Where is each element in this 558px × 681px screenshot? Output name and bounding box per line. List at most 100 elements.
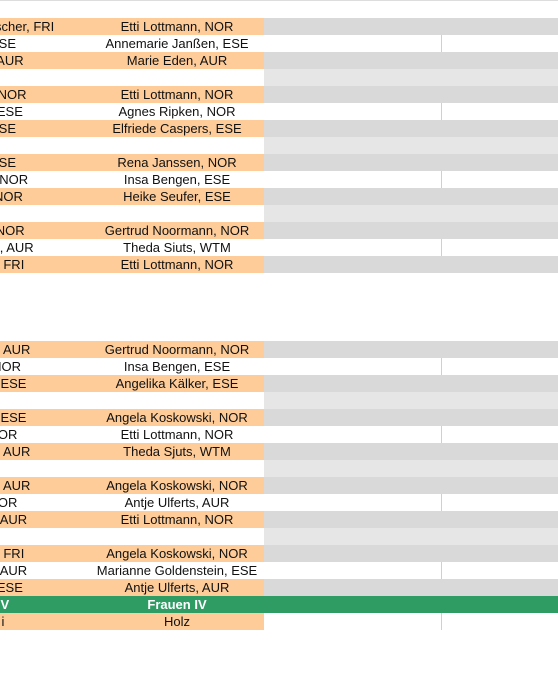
- cell: Angela Koskowski, NOR: [90, 477, 264, 494]
- cell: Elfriede Caspers, ESE: [90, 120, 264, 137]
- empty-cells: [264, 460, 558, 477]
- cell: Etti Lottmann, NOR: [90, 511, 264, 528]
- empty-cells: [264, 52, 558, 69]
- empty-cells: [264, 137, 558, 154]
- empty-cells: [264, 494, 558, 511]
- cell: Heike Seufer, ESE: [90, 188, 264, 205]
- row: NORAntje Ulferts, AUR: [0, 494, 558, 511]
- separator-row: [0, 137, 558, 154]
- separator-row: [0, 392, 558, 409]
- cell: ESE: [0, 35, 90, 52]
- cell: off, NOR: [0, 171, 90, 188]
- cell: Annemarie Janßen, ESE: [90, 35, 264, 52]
- cell: ken, AUR: [0, 341, 90, 358]
- cell: Agnes Ripken, NOR: [90, 103, 264, 120]
- cell: Insa Bengen, ESE: [90, 171, 264, 188]
- empty-cells: [264, 171, 558, 188]
- cell: Etti Lottmann, NOR: [90, 86, 264, 103]
- cell: Antje Ulferts, AUR: [90, 494, 264, 511]
- empty-cells: [264, 341, 558, 358]
- row: n, AURMarie Eden, AUR: [0, 52, 558, 69]
- cell: i: [0, 613, 90, 630]
- empty-cells: [264, 222, 558, 239]
- cell: Etti Lottmann, NOR: [90, 18, 264, 35]
- empty-cells: [264, 511, 558, 528]
- cell: Gertrud Noormann, NOR: [90, 222, 264, 239]
- empty-cells: [264, 409, 558, 426]
- column-line: [441, 613, 442, 630]
- cell: Rena Janssen, NOR: [90, 154, 264, 171]
- column-line: [441, 426, 442, 443]
- cell: ESE: [0, 120, 90, 137]
- cell: en, FRI: [0, 545, 90, 562]
- column-line: [441, 103, 442, 120]
- empty-cells: [264, 69, 558, 86]
- column-line: [441, 239, 442, 256]
- row: r, NORHeike Seufer, ESE: [0, 188, 558, 205]
- cell: Gertrud Noormann, NOR: [90, 341, 264, 358]
- cell: Marie Eden, AUR: [90, 52, 264, 69]
- cell: Theda Siuts, WTM: [90, 239, 264, 256]
- column-line: [441, 562, 442, 579]
- cell: IV: [0, 596, 90, 613]
- cell: en, AUR: [0, 511, 90, 528]
- column-line: [441, 358, 442, 375]
- empty-cells: [264, 256, 558, 273]
- cell: bs, ESE: [0, 375, 90, 392]
- cell: Angelika Kälker, ESE: [90, 375, 264, 392]
- row: IVFrauen IV: [0, 596, 558, 613]
- cell: Etti Lottmann, NOR: [90, 426, 264, 443]
- cell: en, AUR: [0, 562, 90, 579]
- column-line: [441, 35, 442, 52]
- column-line: [441, 171, 442, 188]
- separator-row: [0, 528, 558, 545]
- empty-cells: [264, 375, 558, 392]
- empty-cells: [264, 18, 558, 35]
- cell: bäck, AUR: [0, 239, 90, 256]
- cell: Insa Bengen, ESE: [90, 358, 264, 375]
- row: ESEElfriede Caspers, ESE: [0, 120, 558, 137]
- cell: , NOR: [0, 358, 90, 375]
- cell: Marianne Goldenstein, ESE: [90, 562, 264, 579]
- empty-cells: [264, 477, 558, 494]
- cell: ken, AUR: [0, 477, 90, 494]
- cell: ESE: [0, 154, 90, 171]
- cell: Frauen IV: [90, 596, 264, 613]
- empty-cells: [264, 35, 558, 52]
- empty-cells: [264, 579, 558, 596]
- empty-cells: [264, 528, 558, 545]
- empty-cells: [264, 392, 558, 409]
- column-line: [441, 494, 442, 511]
- cell: ken, AUR: [0, 443, 90, 460]
- row: ESEAnnemarie Janßen, ESE: [0, 35, 558, 52]
- cell: n, AUR: [0, 52, 90, 69]
- empty-cells: [264, 86, 558, 103]
- cell: en, FRI: [0, 256, 90, 273]
- empty-cells: [264, 239, 558, 256]
- empty-cells: [264, 426, 558, 443]
- separator-row: [0, 460, 558, 477]
- cell: er, NOR: [0, 86, 90, 103]
- cell: r, NOR: [0, 188, 90, 205]
- separator-row: [0, 205, 558, 222]
- row: n, NORGertrud Noormann, NOR: [0, 222, 558, 239]
- cell: Antje Ulferts, AUR: [90, 579, 264, 596]
- cell: n, NOR: [0, 222, 90, 239]
- empty-cells: [264, 120, 558, 137]
- empty-cells: [264, 103, 558, 120]
- empty-cells: [264, 562, 558, 579]
- cell: s, ESE: [0, 103, 90, 120]
- cell: Etti Lottmann, NOR: [90, 256, 264, 273]
- cell: Holz: [90, 613, 264, 630]
